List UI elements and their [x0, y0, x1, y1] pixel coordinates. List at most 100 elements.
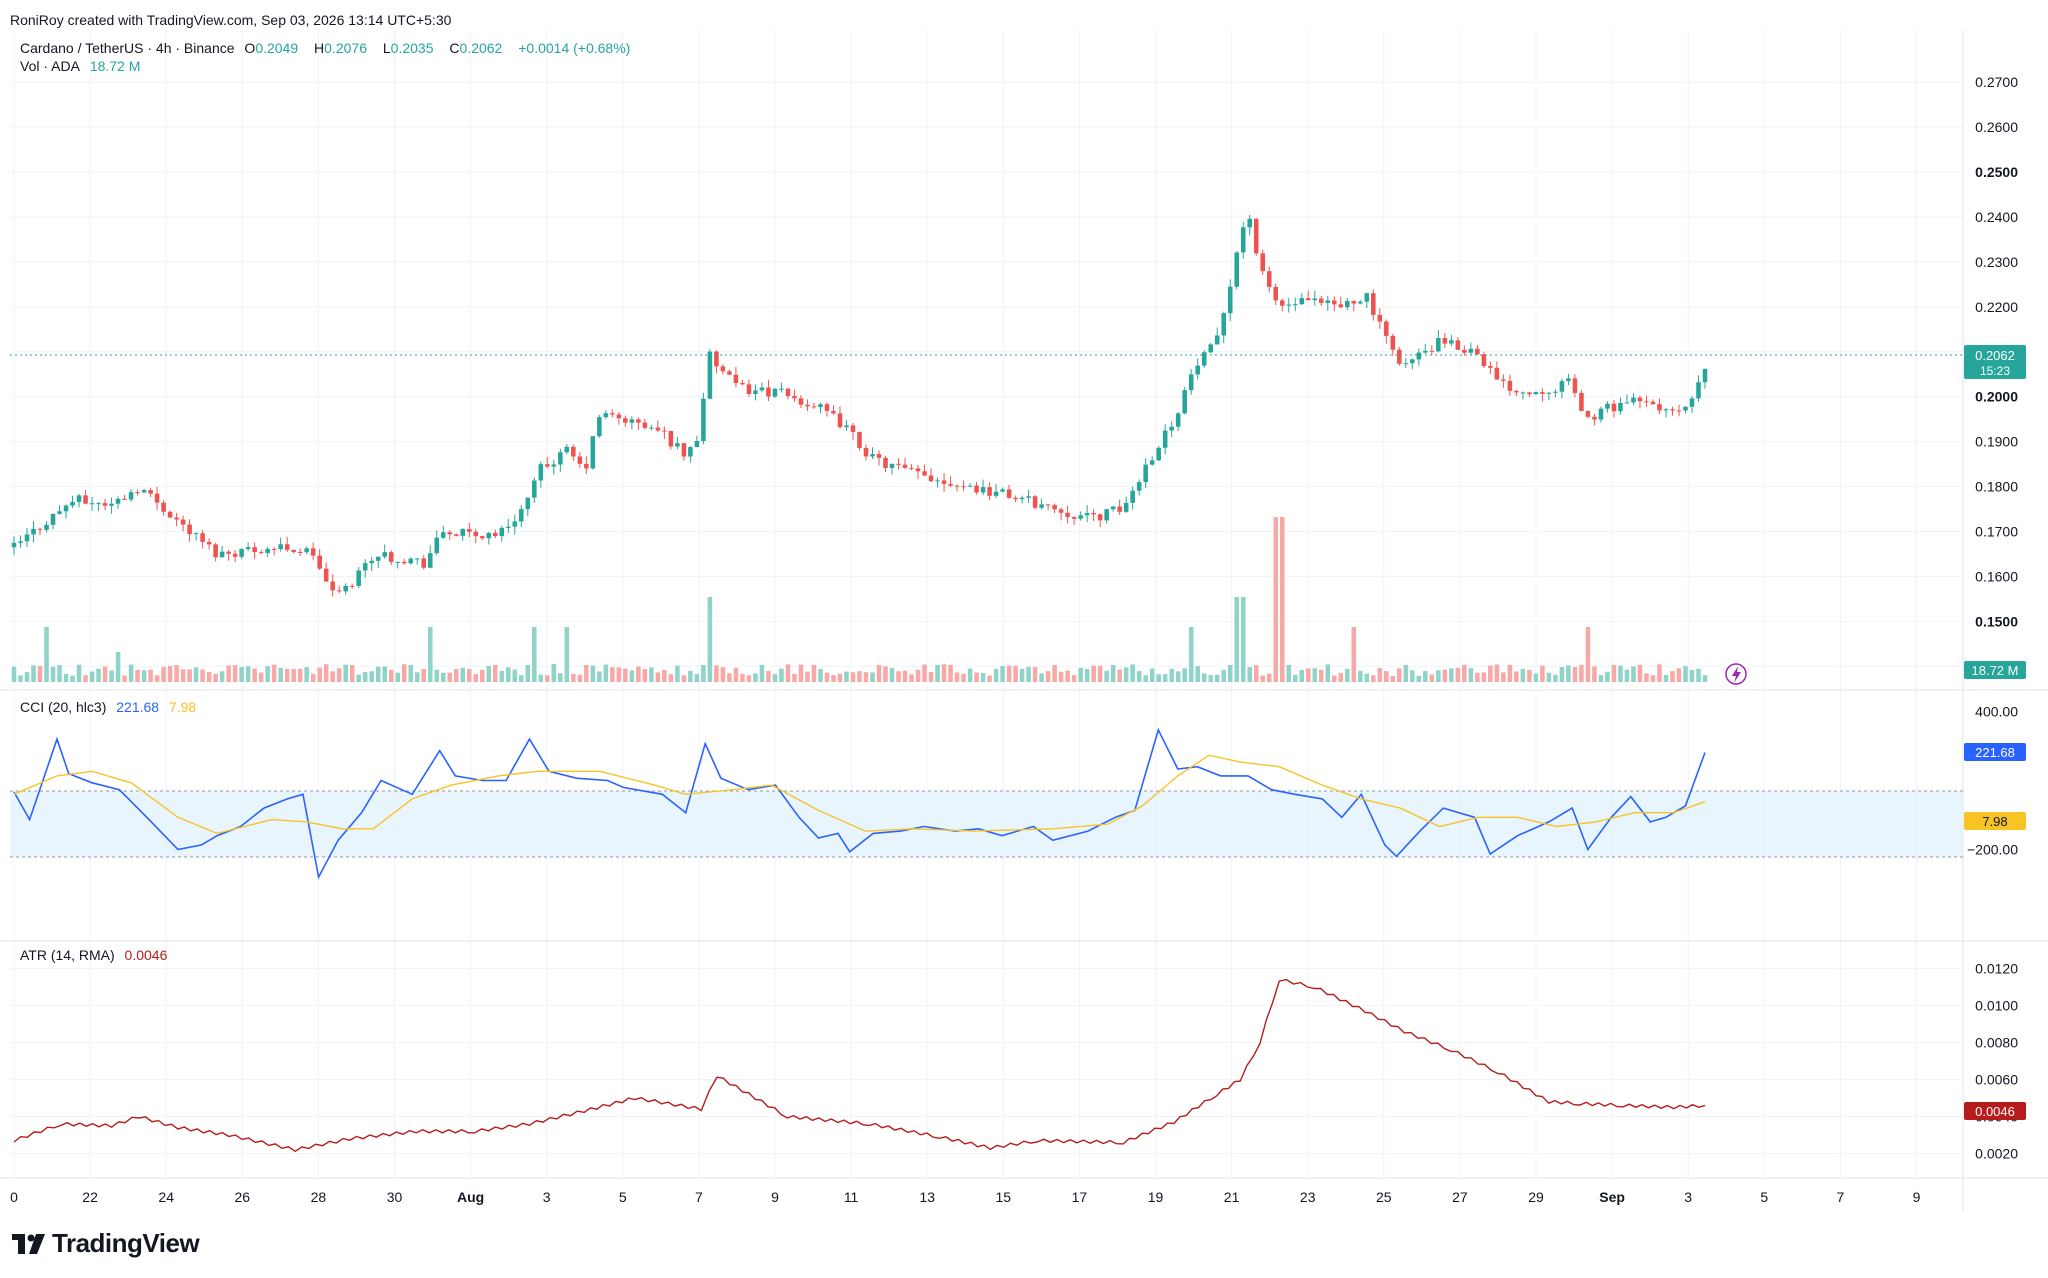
volume-bar [506, 667, 511, 682]
volume-bar [447, 672, 453, 682]
volume-bar [200, 669, 205, 682]
change-value: +0.0014 (+0.68%) [518, 40, 631, 56]
candle-body [720, 366, 726, 372]
cci-badge-value: 221.68 [1975, 745, 2015, 760]
candle-body [1195, 365, 1200, 375]
volume-bar [304, 667, 309, 682]
candle-body [1253, 218, 1259, 254]
volume-bar [1481, 672, 1487, 682]
candle-body [193, 533, 199, 535]
volume-bar [610, 667, 615, 682]
candle-body [1156, 447, 1161, 461]
time-tick-label: 19 [1148, 1189, 1164, 1205]
volume-bar [1097, 665, 1103, 682]
candle-body [714, 351, 719, 367]
candle-body [1026, 496, 1031, 498]
candle-body [336, 590, 342, 592]
volume-bar [187, 669, 192, 682]
time-tick-label: 7 [1837, 1189, 1845, 1205]
candle-body [382, 552, 387, 557]
time-tick-label: 3 [543, 1189, 551, 1205]
volume-bar [1279, 517, 1285, 682]
volume-bar [551, 664, 557, 682]
volume-bar [1546, 672, 1552, 682]
candle-body [1123, 502, 1129, 512]
candle-body [597, 417, 602, 437]
volume-bar [1559, 667, 1565, 682]
volume-bar [1039, 673, 1044, 682]
volume-bar [785, 664, 791, 682]
cci-axis: 400.00 −200.00 [1967, 704, 2018, 858]
candle-body [135, 492, 140, 494]
volume-bar [876, 664, 882, 682]
time-tick-label: Sep [1599, 1189, 1625, 1205]
volume-bar [681, 675, 687, 682]
volume-bar [1585, 627, 1591, 682]
candle-body [1208, 344, 1213, 353]
candle-body [154, 493, 160, 503]
time-tick-label: 15 [996, 1189, 1012, 1205]
candle-body [1149, 460, 1155, 465]
volume-bar [57, 665, 62, 682]
candle-body [818, 404, 823, 408]
candle-body [83, 495, 88, 504]
symbol-legend[interactable]: Cardano / TetherUS · 4h · Binance O0.204… [20, 40, 636, 56]
candle-body [447, 532, 453, 535]
candle-body [375, 556, 381, 561]
volume-bar [623, 668, 628, 682]
candle-body [1214, 335, 1220, 345]
candle-body [935, 480, 940, 482]
candle-body [740, 382, 745, 385]
tradingview-logo[interactable]: TradingView [12, 1228, 200, 1259]
volume-bar [1332, 675, 1337, 682]
volume-bar [226, 665, 231, 682]
atr-legend[interactable]: ATR (14, RMA) 0.0046 [20, 947, 173, 963]
volume-bar [831, 675, 836, 682]
candle-body [590, 436, 596, 469]
volume-bar [818, 668, 823, 682]
candle-body [1553, 391, 1558, 393]
candle-body [1117, 506, 1122, 512]
candle-body [824, 404, 830, 411]
volume-bar [1579, 664, 1584, 682]
candle-body [558, 452, 563, 465]
volume-bar [1657, 664, 1662, 682]
price-axis: 0.27000.26000.25000.24000.23000.22000.21… [1975, 74, 2018, 674]
volume-legend[interactable]: Vol · ADA 18.72 M [20, 58, 146, 74]
time-tick-label: 13 [919, 1189, 935, 1205]
volume-bar [1644, 673, 1649, 682]
volume-bar [902, 670, 908, 682]
candle-body [1423, 350, 1428, 353]
candle-body [1325, 300, 1331, 303]
symbol-name[interactable]: Cardano / TetherUS · 4h · Binance [20, 40, 235, 56]
candle-body [1416, 352, 1422, 360]
candle-body [1071, 516, 1077, 519]
candle-body [785, 388, 791, 397]
volume-bar [421, 668, 427, 682]
volume-bar [1175, 671, 1181, 682]
volume-bar [291, 669, 296, 682]
volume-bar [1318, 669, 1324, 682]
volume-bar [1136, 671, 1142, 682]
volume-bar [401, 664, 407, 682]
cci-legend[interactable]: CCI (20, hlc3) 221.68 7.98 [20, 699, 202, 715]
candle-body [876, 454, 882, 458]
candle-body [1188, 374, 1194, 391]
volume-bar [1475, 672, 1480, 682]
volume-bar [1345, 668, 1350, 682]
volume-bar [148, 669, 153, 682]
candle-body [50, 513, 56, 525]
volume-bar [50, 666, 56, 682]
cci-ma-badge: 7.98 [1964, 812, 2026, 830]
lightning-icon[interactable] [1725, 663, 1747, 685]
candle-body [863, 447, 869, 457]
volume-bar [480, 669, 485, 682]
candle-body [1403, 363, 1409, 365]
volume-bar [1351, 627, 1357, 682]
volume-bar [1702, 675, 1708, 682]
candle-body [577, 456, 583, 464]
candle-body [967, 485, 973, 487]
candle-body [642, 422, 648, 428]
candle-body [1221, 313, 1226, 336]
